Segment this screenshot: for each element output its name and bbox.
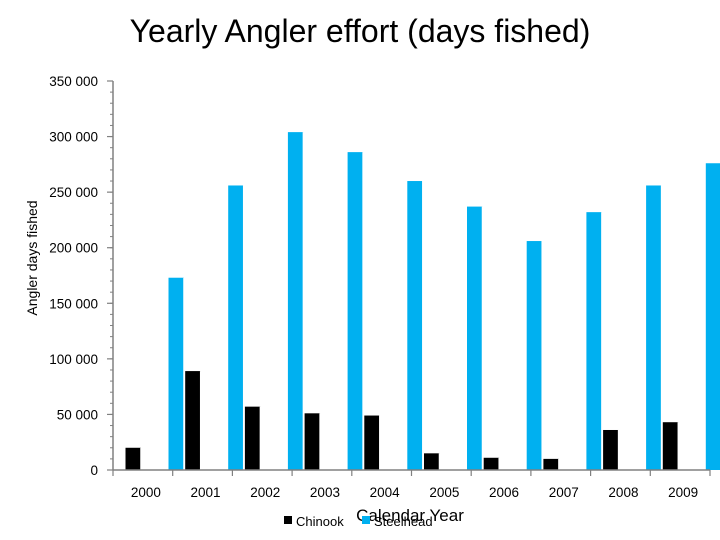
bar-steelhead-2003 (347, 152, 364, 471)
legend: Chinook Steelhead (284, 514, 433, 529)
x-axis-ticks: 2000 2001 2002 2003 2004 2005 2006 2007 2008 2009 (112, 470, 711, 500)
y-tick-label: 350 000 (49, 74, 98, 89)
x-tick-label: 2001 (191, 485, 221, 500)
y-tick-label: 0 (90, 463, 98, 478)
bar-chinook-2003 (304, 413, 321, 470)
bar-chinook-2007 (543, 458, 559, 470)
bar-chinook-2005 (424, 453, 440, 470)
bar-steelhead-2002 (287, 132, 304, 470)
x-tick-label: 2005 (429, 485, 459, 500)
x-tick-label: 2006 (489, 485, 519, 500)
bar-steelhead-2000 (168, 277, 184, 470)
x-tick-label: 2007 (549, 485, 579, 500)
bar-steelhead-2005 (467, 206, 483, 470)
x-axis-label: Calendar Year (356, 506, 464, 525)
legend-label-steelhead: Steelhead (374, 514, 433, 529)
x-tick-label: 2002 (250, 485, 280, 500)
bars (125, 132, 720, 471)
y-axis-ticks: 0 50 000 100 000 150 000 200 000 250 000 300 0… (49, 74, 113, 478)
y-tick-label: 250 000 (49, 185, 98, 200)
legend-swatch-chinook (284, 516, 292, 524)
bar-chinook-2001 (185, 371, 201, 470)
bar-chinook-2006 (483, 457, 500, 470)
bar-chinook-2002 (244, 406, 261, 470)
y-tick-label: 100 000 (49, 352, 98, 367)
legend-swatch-steelhead (362, 516, 370, 524)
bar-steelhead-2001 (228, 185, 244, 470)
bar-chinook-2009 (662, 422, 679, 470)
bar-chinook-2004 (364, 415, 380, 470)
bar-chinook-2008 (603, 429, 619, 470)
bar-steelhead-2009 (705, 163, 720, 470)
chart-title: Yearly Angler effort (days fished) (130, 13, 591, 49)
x-tick-label: 2004 (370, 485, 401, 500)
bar-steelhead-2004 (407, 181, 423, 470)
legend-label-chinook: Chinook (296, 514, 344, 529)
y-tick-label: 150 000 (49, 296, 98, 311)
x-tick-label: 2000 (131, 485, 161, 500)
x-tick-label: 2003 (310, 485, 340, 500)
bar-steelhead-2006 (526, 241, 543, 470)
bar-chinook-2000 (125, 447, 141, 470)
y-tick-label: 50 000 (57, 407, 98, 422)
bar-steelhead-2007 (586, 212, 602, 471)
x-tick-label: 2008 (608, 485, 638, 500)
bar-steelhead-2008 (646, 185, 662, 470)
y-tick-label: 300 000 (49, 130, 98, 145)
y-axis-label: Angler days fished (24, 200, 40, 315)
y-tick-label: 200 000 (49, 241, 98, 256)
x-tick-label: 2009 (668, 485, 698, 500)
